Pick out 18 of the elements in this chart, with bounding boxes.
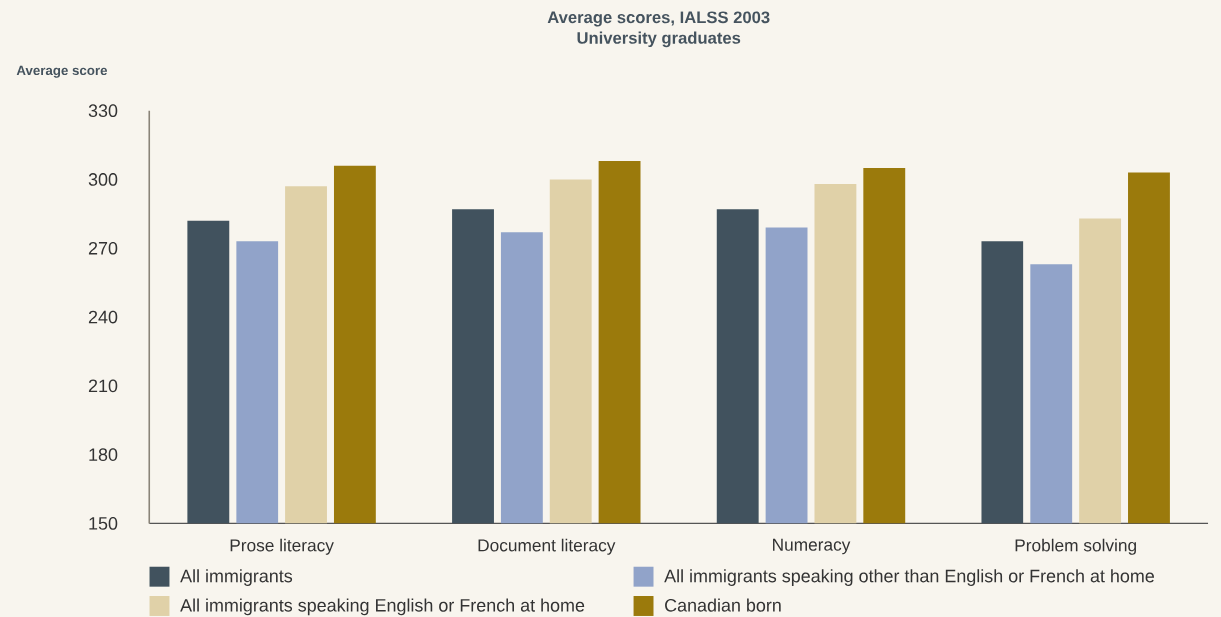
y-tick-label: 270 — [88, 241, 118, 255]
legend-label: Canadian born — [665, 598, 781, 612]
x-tick-label: Numeracy — [773, 538, 851, 555]
chart-subtitle: University graduates — [577, 31, 741, 48]
legend-label: All immigrants — [180, 569, 293, 586]
x-tick-label: Problem solving — [1015, 538, 1137, 555]
y-tick-label: 240 — [88, 310, 118, 324]
y-tick-label: 210 — [88, 379, 118, 393]
chart-title: Average scores, IALSS 2003 — [547, 11, 770, 27]
y-tick-label: 180 — [89, 448, 118, 461]
x-tick-label: Prose literacy — [230, 538, 334, 555]
legend-label: All immigrants speaking English or French at home — [180, 598, 585, 616]
y-tick-label: 150 — [89, 517, 118, 530]
legend-label: All immigrants speaking other than English or French at home — [664, 569, 1155, 586]
x-tick-label: Document literacy — [478, 538, 616, 555]
y-axis-title: Average score — [16, 65, 108, 78]
y-tick-label: 300 — [88, 173, 118, 186]
y-tick-label: 330 — [88, 104, 118, 117]
